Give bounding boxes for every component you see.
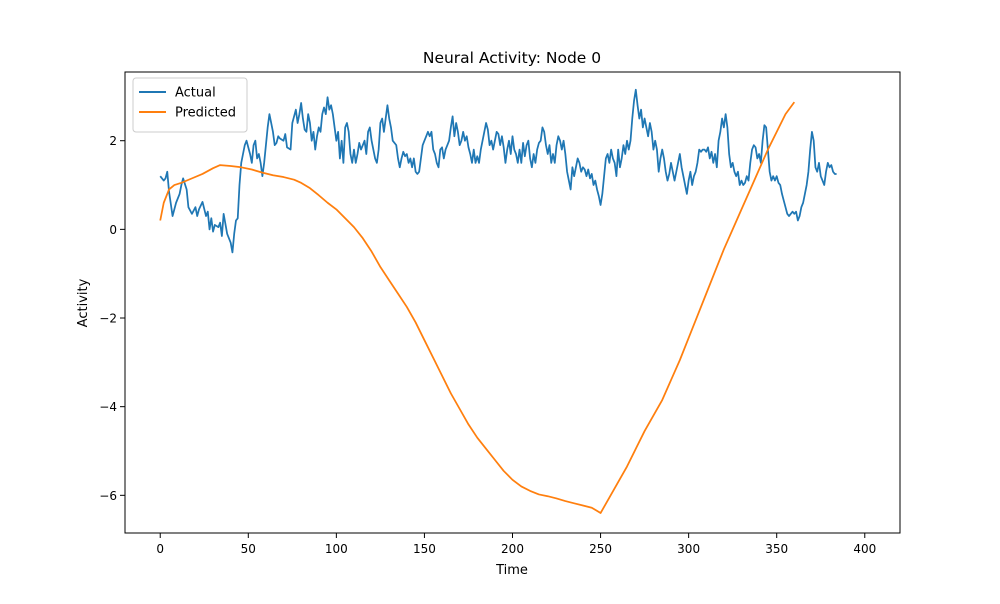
y-axis: −6 −4 −2 0 2 <box>99 134 125 503</box>
y-tick-label: −6 <box>99 489 117 503</box>
y-tick-label: −4 <box>99 400 117 414</box>
x-tick-label: 200 <box>501 542 524 556</box>
x-tick-label: 350 <box>765 542 788 556</box>
x-tick-label: 250 <box>589 542 612 556</box>
y-tick-label: 0 <box>109 223 117 237</box>
x-axis: 0 50 100 150 200 250 300 350 400 <box>156 533 876 556</box>
series-line-predicted <box>159 101 796 514</box>
series-line-actual <box>159 88 837 254</box>
y-tick-label: 2 <box>109 134 117 148</box>
x-tick-label: 400 <box>853 542 876 556</box>
x-tick-label: 0 <box>156 542 164 556</box>
x-tick-label: 50 <box>241 542 256 556</box>
x-tick-label: 300 <box>677 542 700 556</box>
x-axis-label: Time <box>495 563 528 578</box>
legend-label-actual: Actual <box>175 86 216 101</box>
chart-title: Neural Activity: Node 0 <box>423 49 601 67</box>
y-axis-label: Activity <box>76 278 91 327</box>
x-tick-label: 150 <box>413 542 436 556</box>
legend-label-predicted: Predicted <box>175 106 236 121</box>
y-tick-label: −2 <box>99 312 117 326</box>
x-tick-label: 100 <box>325 542 348 556</box>
legend: Actual Predicted <box>132 77 248 133</box>
